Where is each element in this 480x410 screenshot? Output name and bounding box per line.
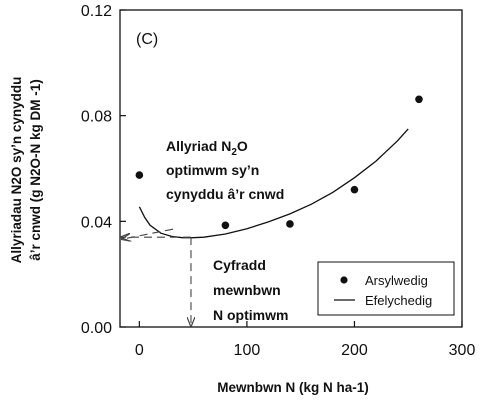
y-tick-label: 0.04 — [81, 214, 112, 231]
panel-label: (C) — [136, 31, 158, 48]
y-axis-title-line1: Allyriadau N2O sy’n cynyddu — [9, 77, 24, 264]
y-axis-title-line2: â’r cnwd (g N2O-N kg DM -1) — [28, 79, 43, 261]
emission-annotation-line1: Allyriad N2O — [166, 138, 248, 158]
x-axis-title: Mewnbwn N (kg N ha-1) — [217, 380, 369, 395]
input-annotation-line3: N optimwm — [213, 307, 288, 323]
y-tick-label: 0.08 — [81, 109, 112, 126]
y-tick-label: 0.00 — [81, 320, 112, 337]
x-axis-ticks: 0 100 200 300 — [135, 321, 476, 359]
data-point — [135, 171, 144, 179]
emission-annotation-line2: optimwm sy’n — [166, 162, 259, 178]
x-tick-label: 100 — [234, 342, 261, 359]
plot-frame — [119, 9, 463, 328]
x-tick-label: 200 — [341, 342, 368, 359]
emission-annotation-line3: cynyddu â’r cnwd — [166, 186, 284, 202]
legend: Arsylwedig Efelychedig — [317, 261, 455, 316]
input-annotation-line2: mewnbwn — [213, 282, 281, 298]
legend-marker-arsylwedig — [340, 276, 348, 284]
annotation-pointer — [122, 228, 174, 239]
x-tick-label: 0 — [135, 342, 144, 359]
data-point — [286, 220, 294, 228]
y-tick-label: 0.12 — [81, 3, 112, 20]
legend-box — [317, 261, 455, 316]
legend-label-efelychedig: Efelychedig — [365, 293, 432, 308]
data-point — [221, 221, 230, 230]
data-point — [415, 95, 423, 104]
y-axis-ticks: 0.00 0.04 0.08 0.12 — [81, 3, 126, 337]
legend-label-arsylwedig: Arsylwedig — [365, 273, 428, 288]
x-tick-label: 300 — [449, 342, 476, 359]
series-points-arsylwedig — [135, 95, 423, 230]
data-point — [350, 185, 359, 194]
input-annotation-line1: Cyfradd — [213, 257, 266, 273]
